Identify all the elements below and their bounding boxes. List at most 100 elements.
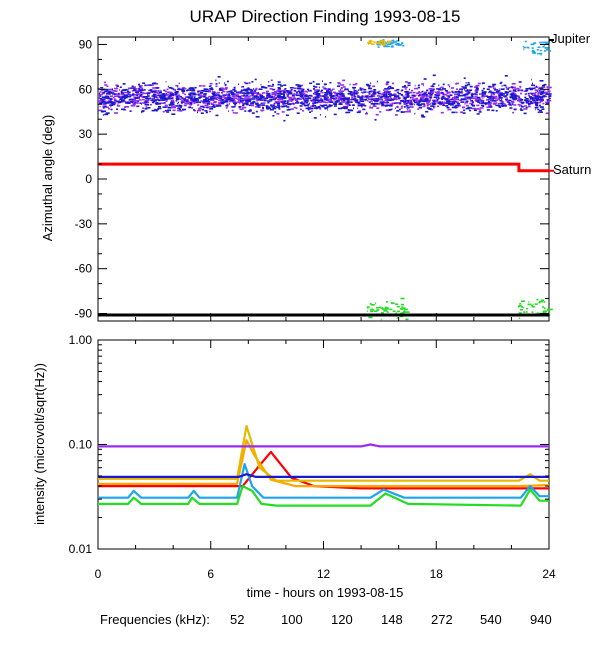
azimuth-point-148 xyxy=(382,308,385,310)
azimuth-point-940 xyxy=(505,86,507,88)
azimuth-point-540 xyxy=(503,95,507,97)
azimuth-point-940 xyxy=(413,92,416,94)
azimuth-point-940 xyxy=(520,87,521,89)
azimuth-point-540 xyxy=(251,93,254,95)
azimuth-point-120 xyxy=(371,43,374,45)
azimuth-point-540 xyxy=(203,94,205,96)
azimuth-point-540 xyxy=(280,85,283,87)
azimuth-point-540 xyxy=(351,99,354,101)
azimuth-point-540 xyxy=(141,112,142,114)
azimuth-point-540 xyxy=(240,98,242,100)
azimuth-point-540 xyxy=(542,96,545,98)
azimuth-point-540 xyxy=(252,94,254,96)
azimuth-point-540 xyxy=(263,87,266,89)
azimuth-point-120 xyxy=(383,43,384,45)
azimuth-point-540 xyxy=(144,89,146,91)
azimuth-point-540 xyxy=(187,96,190,98)
azimuth-point-940 xyxy=(184,94,186,96)
azimuth-point-940 xyxy=(129,100,130,102)
azimuth-point-120 xyxy=(372,41,373,43)
azimuth-point-940 xyxy=(543,103,545,105)
azimuth-point-540 xyxy=(425,111,428,113)
azimuth-point-940 xyxy=(167,89,169,91)
azimuth-point-940 xyxy=(386,109,389,111)
azimuth-point-148 xyxy=(402,312,405,314)
azimuth-point-940 xyxy=(519,101,521,103)
azimuth-point-540 xyxy=(459,88,463,90)
azimuth-point-540 xyxy=(284,96,285,98)
azimuth-point-540 xyxy=(364,91,367,93)
azimuth-point-540 xyxy=(213,95,217,97)
azimuth-point-540 xyxy=(277,84,281,86)
azimuth-point-540 xyxy=(158,106,161,108)
azimuth-point-272 xyxy=(378,46,380,48)
azimuth-point-940 xyxy=(372,86,375,88)
azimuth-point-940 xyxy=(311,110,313,112)
azimuth-point-940 xyxy=(300,109,302,111)
azimuth-point-940 xyxy=(404,95,405,97)
azimuth-point-940 xyxy=(184,103,186,105)
azimuth-point-540 xyxy=(131,101,133,103)
azimuth-point-940 xyxy=(228,110,229,112)
azimuth-point-540 xyxy=(352,87,356,89)
azimuth-point-540 xyxy=(422,91,424,93)
azimuth-point-540 xyxy=(476,92,478,94)
azimuth-point-540 xyxy=(442,88,446,90)
azimuth-point-148 xyxy=(536,299,538,301)
azimuth-point-148 xyxy=(397,311,400,313)
azimuth-point-540 xyxy=(304,95,307,97)
azimuth-point-540 xyxy=(283,91,286,93)
azimuth-point-540 xyxy=(207,103,210,105)
azimuth-point-540 xyxy=(138,100,139,102)
azimuth-point-540 xyxy=(380,97,383,99)
azimuth-point-540 xyxy=(259,98,262,100)
azimuth-point-540 xyxy=(300,96,302,98)
intensity-axis-label: intensity (microvolt/sqrt(Hz)) xyxy=(32,363,47,525)
azimuth-point-540 xyxy=(443,84,445,86)
azimuth-point-540 xyxy=(266,108,269,110)
azimuth-point-540 xyxy=(354,89,355,91)
azimuth-y-tick-label: 30 xyxy=(79,127,93,141)
azimuth-point-540 xyxy=(207,112,208,114)
azimuth-point-940 xyxy=(150,104,152,106)
azimuth-point-540 xyxy=(354,96,356,98)
azimuth-point-540 xyxy=(470,86,473,88)
azimuth-point-540 xyxy=(139,86,141,88)
azimuth-point-940 xyxy=(273,93,277,95)
azimuth-point-540 xyxy=(540,106,544,108)
azimuth-point-540 xyxy=(139,84,140,86)
azimuth-point-540 xyxy=(373,104,375,106)
azimuth-point-540 xyxy=(103,106,104,108)
azimuth-point-540 xyxy=(130,110,132,112)
azimuth-point-940 xyxy=(528,106,531,108)
chart-title: URAP Direction Finding 1993-08-15 xyxy=(190,7,461,26)
azimuth-point-940 xyxy=(380,101,381,103)
azimuth-point-272 xyxy=(532,47,534,49)
azimuth-point-540 xyxy=(347,102,350,104)
azimuth-point-540 xyxy=(208,101,210,103)
azimuth-point-148 xyxy=(521,306,523,308)
azimuth-point-540 xyxy=(456,97,459,99)
azimuth-point-540 xyxy=(461,98,462,100)
azimuth-point-940 xyxy=(242,107,246,109)
azimuth-point-540 xyxy=(358,103,360,105)
azimuth-point-540 xyxy=(430,108,432,110)
azimuth-point-540 xyxy=(120,86,122,88)
azimuth-point-540 xyxy=(118,95,119,97)
azimuth-point-540 xyxy=(466,101,469,103)
azimuth-point-540 xyxy=(262,104,265,106)
azimuth-point-540 xyxy=(263,108,264,110)
azimuth-point-540 xyxy=(429,94,432,96)
azimuth-point-940 xyxy=(235,112,238,114)
azimuth-point-940 xyxy=(340,84,344,86)
azimuth-point-540 xyxy=(438,85,439,87)
azimuth-point-540 xyxy=(293,103,295,105)
azimuth-point-940 xyxy=(456,88,458,90)
azimuth-y-tick-label: -30 xyxy=(75,217,93,231)
intensity-y-tick-label: 1.00 xyxy=(69,333,93,347)
azimuth-point-540 xyxy=(181,90,184,92)
azimuth-point-540 xyxy=(505,92,508,94)
azimuth-point-540 xyxy=(245,100,247,102)
azimuth-point-940 xyxy=(333,92,336,94)
